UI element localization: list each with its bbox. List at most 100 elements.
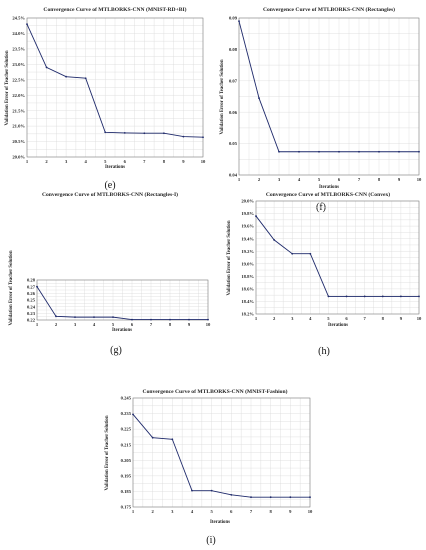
y-tick-label: 0.175 [121,505,132,510]
x-tick-label: 1 [255,316,258,321]
data-point [309,496,311,499]
y-tick-label: 0.07 [229,78,238,83]
x-axis-label: Iterations [328,323,348,328]
y-tick-label: 19.6% [241,224,254,229]
x-tick-label: 7 [364,316,367,321]
y-tick-label: 0.205 [121,458,132,463]
plot-frame [238,17,420,176]
x-tick-label: 5 [112,322,115,327]
y-axis-label: Validation Error of Teacher Solution [227,220,232,295]
y-tick-label: 0.225 [121,427,132,432]
y-tick-label: 19.4% [241,236,254,241]
chart-g: Convergence Curve of MTLBORKS-CNN (Recta… [9,191,211,333]
data-point [26,23,28,26]
y-tick-label: 20.5% [12,139,25,144]
x-tick-label: 6 [345,316,348,321]
x-tick-label: 8 [163,159,166,164]
x-axis-label: Iterations [319,185,339,190]
y-tick-label: 0.26 [27,291,36,296]
x-tick-label: 4 [93,322,96,327]
chart-title: Convergence Curve of MTLBORKS-CNN (MNIST… [43,6,186,13]
x-tick-label: 8 [270,509,273,514]
x-tick-label: 2 [152,509,155,514]
data-point [191,489,193,492]
chart-title: Convergence Curve of MTLBORKS-CNN (Recta… [263,6,395,13]
y-tick-label: 22.0% [12,93,25,98]
data-point [84,77,87,80]
data-point [269,496,272,499]
y-axis-label: Validation Error of Teacher Solution [105,415,110,490]
y-tick-label: 0.185 [121,489,132,494]
data-point [112,316,114,319]
data-point [55,315,57,318]
y-axis-label: Validation Error of Teacher Solution [5,50,10,125]
y-tick-label: 18.4% [241,299,254,304]
data-point [318,150,320,153]
y-tick-label: 18.2% [241,312,254,317]
caption-i: (i) [206,535,216,546]
y-tick-label: 0.235 [121,411,132,416]
chart-title: Convergence Curve of MTLBORKS-CNN (Conve… [266,191,390,198]
data-point [398,150,400,153]
x-tick-label: 1 [132,509,135,514]
x-tick-label: 2 [45,159,48,164]
data-point [93,316,95,319]
x-tick-label: 4 [85,159,88,164]
data-point [143,132,146,135]
chart-h: Convergence Curve of MTLBORKS-CNN (Conve… [227,191,422,328]
data-point [150,318,152,321]
x-tick-label: 1 [238,177,241,182]
y-tick-label: 0.22 [27,318,36,323]
chart-e: Convergence Curve of MTLBORKS-CNN (MNIST… [5,6,206,170]
y-tick-label: 0.06 [229,110,238,115]
data-point [171,438,174,441]
x-tick-label: 2 [273,316,276,321]
data-point [345,295,348,298]
x-tick-label: 9 [182,159,185,164]
data-point [309,252,312,255]
data-point [151,436,154,439]
x-tick-label: 7 [143,159,146,164]
y-tick-label: 0.28 [27,278,36,283]
y-tick-label: 0.09 [229,16,238,21]
x-tick-label: 10 [201,159,206,164]
data-point [358,150,360,153]
y-tick-label: 24.5% [12,16,25,21]
y-tick-label: 0.215 [121,442,132,447]
y-axis-label: Validation Error of Teacher Solution [220,59,225,134]
data-point [123,132,126,134]
data-point [65,75,68,78]
plot-frame [132,397,311,508]
y-tick-label: 19.8% [241,211,254,216]
y-tick-label: 19.0% [241,261,254,266]
data-point [298,150,300,153]
y-tick-label: 19.2% [241,249,254,254]
data-point [45,66,48,69]
y-tick-label: 0.27 [27,284,36,289]
x-tick-label: 3 [291,316,294,321]
caption-e: (e) [104,180,116,191]
x-tick-label: 5 [211,509,214,514]
x-tick-label: 5 [318,177,321,182]
x-tick-label: 9 [398,177,401,182]
y-tick-label: 21.5% [12,108,25,113]
plot-frame [36,279,209,321]
x-tick-label: 8 [382,316,385,321]
x-tick-label: 7 [358,177,361,182]
x-tick-label: 9 [289,509,292,514]
data-point [255,215,257,217]
x-tick-label: 5 [327,316,330,321]
x-tick-label: 6 [124,159,127,164]
y-tick-label: 24.0% [12,31,25,36]
data-point [182,135,185,138]
x-tick-label: 2 [258,177,261,182]
chart-i: Convergence Curve of MTLBORKS-CNN (MNIST… [105,388,313,525]
data-point [291,252,294,255]
x-tick-label: 6 [338,177,341,182]
y-tick-label: 23.5% [12,46,25,51]
x-tick-label: 3 [65,159,68,164]
data-point [36,285,38,288]
series-line [132,414,310,498]
data-point [210,489,213,492]
x-tick-label: 6 [131,322,134,327]
